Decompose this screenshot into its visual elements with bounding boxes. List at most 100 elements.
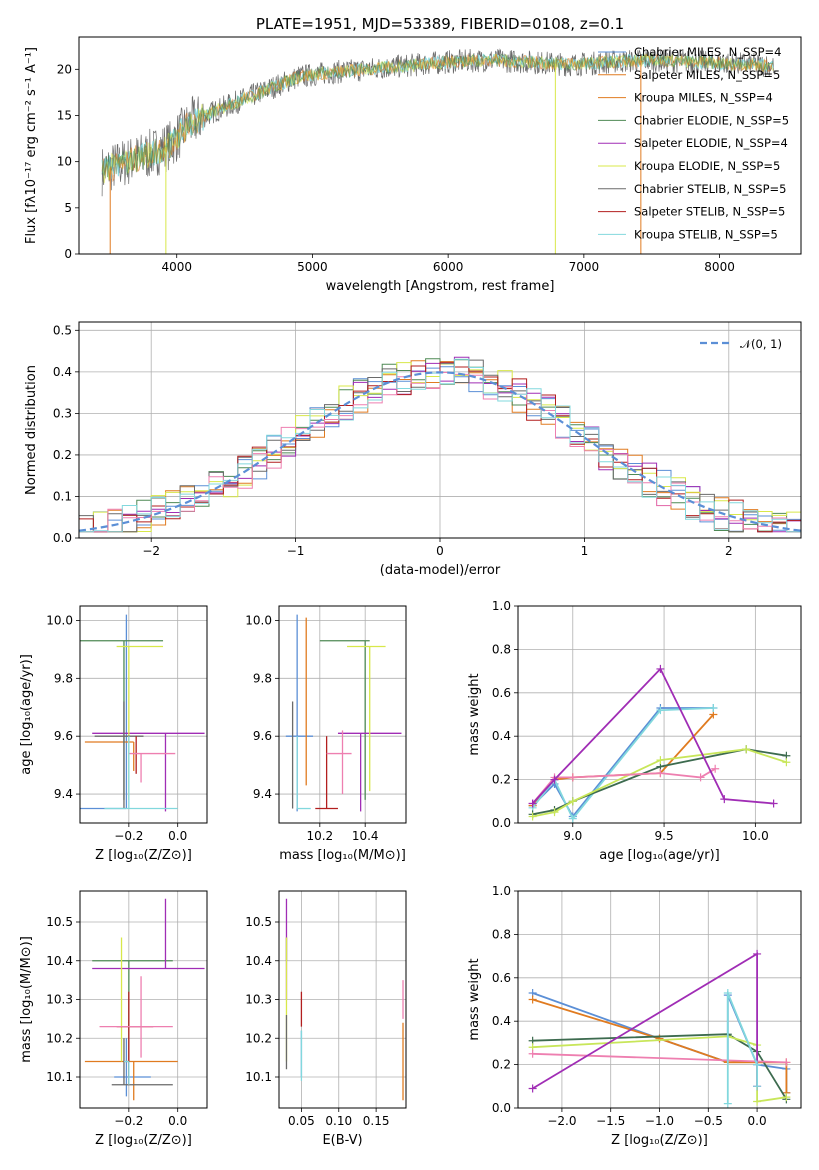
y-tick-label: 9.6 bbox=[253, 729, 272, 743]
axes-frame bbox=[278, 890, 407, 1109]
plus-marker bbox=[753, 1097, 762, 1106]
x-tick-label: 0.05 bbox=[288, 1114, 315, 1128]
y-tick-label: 1.0 bbox=[492, 884, 511, 898]
plus-marker bbox=[568, 797, 577, 806]
axes-frame bbox=[78, 321, 802, 539]
gaussian-reference-curve bbox=[79, 371, 801, 532]
y-tick-label: 10.0 bbox=[245, 613, 272, 627]
x-tick-label: 7000 bbox=[569, 260, 600, 274]
plus-marker bbox=[723, 1099, 732, 1108]
plus-marker bbox=[753, 1060, 762, 1069]
x-tick-label: 0.0 bbox=[168, 1114, 187, 1128]
x-axis-label: E(B-V) bbox=[322, 1133, 362, 1148]
legend-label: Kroupa ELODIE, N_SSP=5 bbox=[634, 159, 780, 173]
plus-marker bbox=[568, 814, 577, 823]
x-axis-label: Z [log₁₀(Z/Z⊙)] bbox=[95, 848, 192, 863]
plus-marker bbox=[711, 764, 720, 773]
plus-marker bbox=[528, 1084, 537, 1093]
y-tick-label: 1.0 bbox=[492, 599, 511, 613]
plus-marker bbox=[550, 775, 559, 784]
axes-frame bbox=[78, 36, 802, 255]
legend-label: Chabrier ELODIE, N_SSP=5 bbox=[634, 113, 789, 127]
y-tick-label: 15 bbox=[57, 108, 72, 122]
y-tick-label: 0.8 bbox=[492, 927, 511, 941]
x-tick-label: 10.4 bbox=[352, 829, 379, 843]
mass-weight-line bbox=[532, 998, 788, 1093]
x-tick-label: −1.0 bbox=[645, 1114, 674, 1128]
panel-massweight_vs_Z: −2.0 −1.5 −1.0 −0.5 0.0 0.0 0.2 0.4 0.6 0.8 1.0 Z [… bbox=[467, 884, 802, 1148]
x-axis-label: age [log₁₀(age/yr)] bbox=[599, 848, 720, 863]
plot-area bbox=[80, 891, 207, 1108]
y-axis-label: mass weight bbox=[467, 673, 482, 755]
x-axis-label: wavelength [Angstrom, rest frame] bbox=[326, 279, 555, 294]
plus-marker bbox=[753, 949, 762, 958]
x-axis-label: mass [log₁₀(M/M⊙)] bbox=[279, 848, 406, 863]
x-tick-label: 1 bbox=[581, 544, 589, 558]
x-tick-label: 9.5 bbox=[655, 829, 674, 843]
mass-weight-line bbox=[531, 707, 714, 821]
mass-weight-line bbox=[532, 748, 787, 818]
y-tick-label: 10.5 bbox=[245, 915, 272, 929]
plot-area bbox=[80, 606, 207, 823]
x-tick-label: −0.5 bbox=[694, 1114, 723, 1128]
x-tick-label: 0 bbox=[436, 544, 444, 558]
x-tick-label: 4000 bbox=[161, 260, 192, 274]
y-tick-label: 0.5 bbox=[53, 323, 72, 337]
x-tick-label: 0.10 bbox=[325, 1114, 352, 1128]
x-axis-label: (data-model)/error bbox=[380, 563, 501, 578]
y-tick-label: 0.6 bbox=[492, 971, 511, 985]
x-tick-label: −2.0 bbox=[547, 1114, 576, 1128]
x-tick-label: −2 bbox=[142, 544, 160, 558]
axes-frame bbox=[278, 605, 407, 824]
plot-area bbox=[518, 891, 801, 1108]
x-tick-label: 5000 bbox=[297, 260, 328, 274]
axes-frame bbox=[79, 605, 208, 824]
x-tick-label: 6000 bbox=[433, 260, 464, 274]
y-axis-label: Flux [fλ10⁻¹⁷ erg cm⁻² s⁻¹ A⁻¹] bbox=[24, 47, 39, 244]
y-tick-label: 0.4 bbox=[53, 365, 72, 379]
axes-frame bbox=[517, 890, 802, 1109]
y-tick-label: 10.3 bbox=[245, 993, 272, 1007]
plus-marker bbox=[656, 664, 665, 673]
plus-marker bbox=[782, 1058, 791, 1067]
panel-massweight_vs_age: 9.0 9.5 10.0 0.0 0.2 0.4 0.6 0.8 1.0 age [log₁₀(a… bbox=[467, 599, 802, 863]
histogram-step-line bbox=[79, 358, 801, 533]
plus-marker bbox=[550, 808, 559, 817]
axes-frame bbox=[79, 890, 208, 1109]
x-tick-label: −1 bbox=[287, 544, 305, 558]
plus-marker bbox=[742, 745, 751, 754]
panel-mass_vs_EBV: 0.05 0.10 0.15 10.1 10.2 10.3 10.4 10.5 E(B-V) bbox=[245, 890, 407, 1148]
mass-weight-line bbox=[531, 768, 716, 805]
y-tick-label: 0.0 bbox=[53, 531, 72, 545]
y-tick-label: 0.2 bbox=[492, 1058, 511, 1072]
plus-marker bbox=[656, 756, 665, 765]
legend-label: Chabrier MILES, N_SSP=4 bbox=[634, 45, 781, 59]
x-tick-label: −0.2 bbox=[114, 1114, 143, 1128]
mass-weight-line bbox=[532, 748, 787, 816]
y-tick-label: 0.2 bbox=[53, 448, 72, 462]
plus-marker bbox=[769, 799, 778, 808]
y-tick-label: 0.1 bbox=[53, 489, 72, 503]
y-tick-label: 10.2 bbox=[245, 1031, 272, 1045]
panel-spectrum: 4000 5000 6000 7000 8000 0 5 10 15 20 wavelength [… bbox=[24, 36, 802, 294]
legend-label: Chabrier STELIB, N_SSP=5 bbox=[634, 182, 786, 196]
legend-label: 𝒩(0, 1) bbox=[740, 337, 782, 351]
legend-label: Salpeter STELIB, N_SSP=5 bbox=[634, 205, 785, 219]
plot-area bbox=[279, 891, 406, 1108]
model-spectrum-line bbox=[101, 52, 774, 178]
y-axis-label: Normed distribution bbox=[24, 365, 39, 495]
mass-weight-line bbox=[726, 992, 758, 1104]
plus-marker bbox=[753, 1082, 762, 1091]
x-tick-label: 10.0 bbox=[742, 829, 769, 843]
y-tick-label: 0.6 bbox=[492, 686, 511, 700]
plot-area bbox=[518, 606, 801, 823]
y-axis-label: mass [log₁₀(M/M⊙)] bbox=[19, 936, 34, 1063]
y-tick-label: 10.1 bbox=[245, 1070, 272, 1084]
x-tick-label: 0.0 bbox=[748, 1114, 767, 1128]
x-tick-label: 8000 bbox=[704, 260, 735, 274]
plot-area bbox=[79, 322, 801, 538]
plus-marker bbox=[709, 703, 718, 712]
y-tick-label: 5 bbox=[64, 201, 72, 215]
plot-area bbox=[101, 48, 774, 254]
panel-mass_vs_Z: −0.2 0.0 10.1 10.2 10.3 10.4 10.5 Z [log₁₀(Z/Z⊙… bbox=[19, 890, 208, 1148]
